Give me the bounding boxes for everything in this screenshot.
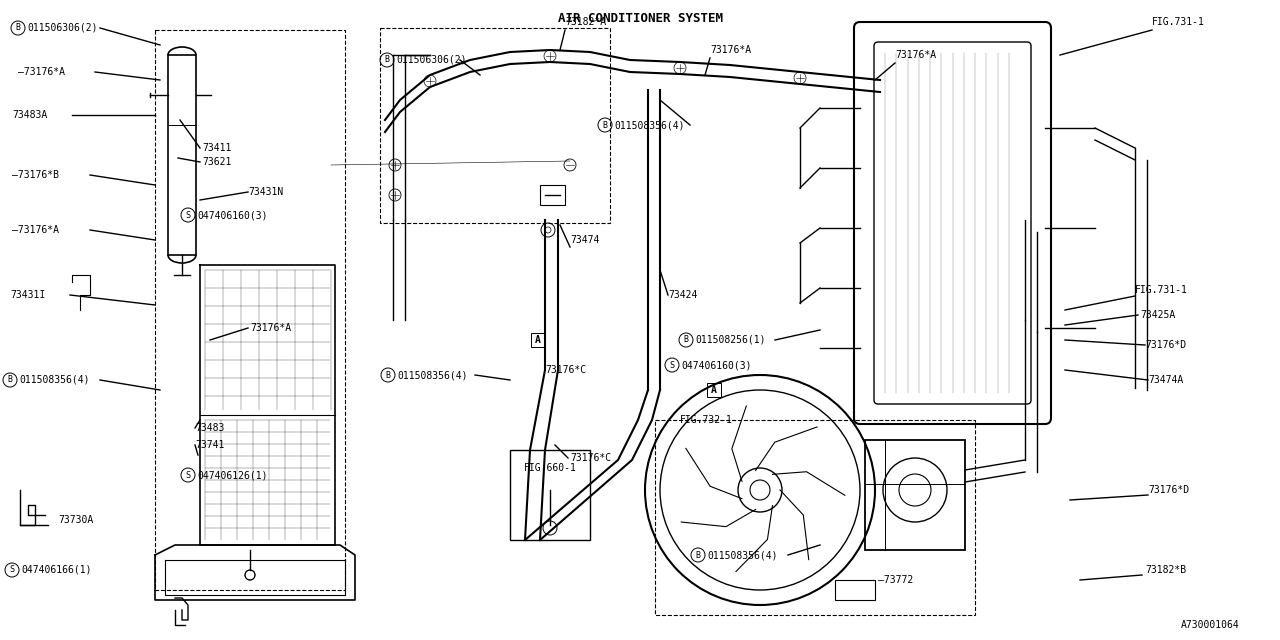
Text: 011508356(4): 011508356(4) <box>614 120 685 130</box>
Text: S: S <box>186 211 191 220</box>
Bar <box>380 28 611 223</box>
Text: A: A <box>535 335 541 345</box>
Text: S: S <box>669 360 675 369</box>
Text: S: S <box>9 566 14 575</box>
Bar <box>509 450 590 540</box>
Bar <box>155 30 346 590</box>
Text: 73730A: 73730A <box>58 515 93 525</box>
Text: S: S <box>186 470 191 479</box>
Text: 73431I: 73431I <box>10 290 45 300</box>
Text: 011506306(2): 011506306(2) <box>396 55 466 65</box>
Bar <box>865 440 965 550</box>
Text: 047406160(3): 047406160(3) <box>681 360 751 370</box>
Text: 047406126(1): 047406126(1) <box>197 470 268 480</box>
Text: FIG.731-1: FIG.731-1 <box>1135 285 1188 295</box>
Text: 73176*D: 73176*D <box>1146 340 1187 350</box>
Text: 73425A: 73425A <box>1140 310 1175 320</box>
Text: B: B <box>684 335 689 344</box>
Text: 73176*C: 73176*C <box>545 365 586 375</box>
Text: 73474: 73474 <box>570 235 599 245</box>
Text: 73741: 73741 <box>195 440 224 450</box>
Text: FIG.732-1: FIG.732-1 <box>680 415 733 425</box>
Text: A: A <box>712 385 717 395</box>
Text: B: B <box>385 371 390 380</box>
Text: 73411: 73411 <box>202 143 232 153</box>
Text: FIG.660-1: FIG.660-1 <box>524 463 576 473</box>
Text: AIR CONDITIONER SYSTEM: AIR CONDITIONER SYSTEM <box>558 12 722 25</box>
Text: 011508256(1): 011508256(1) <box>695 335 765 345</box>
Text: —73176*A: —73176*A <box>12 225 59 235</box>
Text: 73176*A: 73176*A <box>710 45 751 55</box>
Text: 73176*C: 73176*C <box>570 453 611 463</box>
Bar <box>707 383 721 397</box>
Text: B: B <box>695 550 700 559</box>
Text: 73176*A: 73176*A <box>895 50 936 60</box>
Text: FIG.731-1: FIG.731-1 <box>1152 17 1204 27</box>
Text: 011508356(4): 011508356(4) <box>707 550 777 560</box>
Text: 73176*A: 73176*A <box>250 323 291 333</box>
Text: 73176*D: 73176*D <box>1148 485 1189 495</box>
Text: 73474A: 73474A <box>1148 375 1183 385</box>
Text: 73621: 73621 <box>202 157 232 167</box>
Text: 73424: 73424 <box>668 290 698 300</box>
Text: 047406166(1): 047406166(1) <box>20 565 91 575</box>
Bar <box>168 55 196 255</box>
Text: B: B <box>8 376 13 385</box>
Text: 011506306(2): 011506306(2) <box>27 23 97 33</box>
Bar <box>835 580 876 600</box>
Text: B: B <box>603 120 608 129</box>
Text: 73483: 73483 <box>195 423 224 433</box>
Text: 047406160(3): 047406160(3) <box>197 210 268 220</box>
Text: —73176*A: —73176*A <box>18 67 65 77</box>
Text: 011508356(4): 011508356(4) <box>397 370 467 380</box>
Bar <box>540 185 564 205</box>
Text: 73182*A: 73182*A <box>564 17 607 27</box>
Text: 73483A: 73483A <box>12 110 47 120</box>
Text: 73431N: 73431N <box>248 187 283 197</box>
Text: B: B <box>15 24 20 33</box>
Bar <box>655 420 975 615</box>
Text: —73772: —73772 <box>878 575 913 585</box>
Text: —73176*B: —73176*B <box>12 170 59 180</box>
Bar <box>531 333 545 347</box>
Text: 73182*B: 73182*B <box>1146 565 1187 575</box>
Text: B: B <box>384 56 389 65</box>
Text: A730001064: A730001064 <box>1181 620 1240 630</box>
Text: 011508356(4): 011508356(4) <box>19 375 90 385</box>
